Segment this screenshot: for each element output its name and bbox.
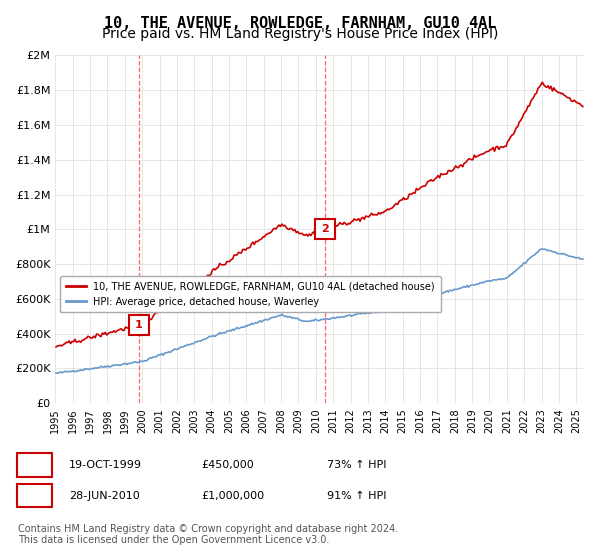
Text: Contains HM Land Registry data © Crown copyright and database right 2024.
This d: Contains HM Land Registry data © Crown c… [18,524,398,545]
Text: 73% ↑ HPI: 73% ↑ HPI [327,460,386,470]
Text: 2: 2 [31,491,38,501]
Text: £1,000,000: £1,000,000 [201,491,264,501]
Text: 1: 1 [31,460,38,470]
Text: Price paid vs. HM Land Registry's House Price Index (HPI): Price paid vs. HM Land Registry's House … [102,27,498,41]
Text: £450,000: £450,000 [201,460,254,470]
Text: 91% ↑ HPI: 91% ↑ HPI [327,491,386,501]
Text: 2: 2 [320,225,328,234]
Legend: 10, THE AVENUE, ROWLEDGE, FARNHAM, GU10 4AL (detached house), HPI: Average price: 10, THE AVENUE, ROWLEDGE, FARNHAM, GU10 … [60,276,441,312]
Text: 10, THE AVENUE, ROWLEDGE, FARNHAM, GU10 4AL: 10, THE AVENUE, ROWLEDGE, FARNHAM, GU10 … [104,16,496,31]
Text: 1: 1 [135,320,143,330]
Text: 19-OCT-1999: 19-OCT-1999 [69,460,142,470]
Text: 28-JUN-2010: 28-JUN-2010 [69,491,140,501]
